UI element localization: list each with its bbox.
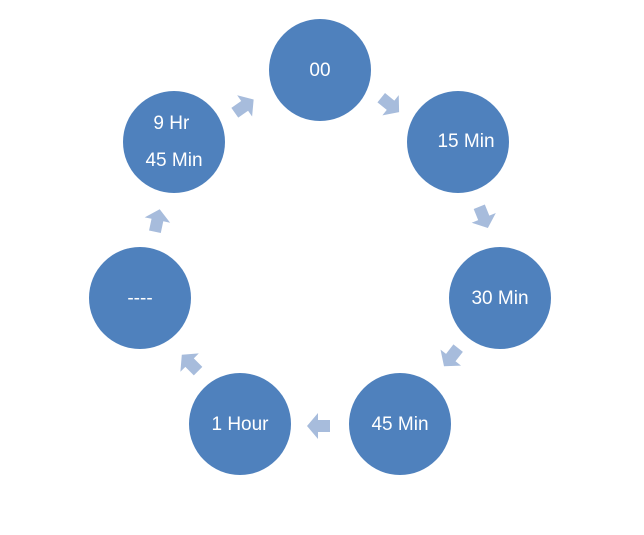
arrows-layer	[144, 93, 496, 439]
cycle-node-label: 45 Min	[371, 414, 428, 435]
cycle-node-45-min: 45 Min	[349, 373, 451, 475]
cycle-node-label: 1 Hour	[211, 414, 269, 435]
arrow-node-6-to-node-0	[231, 95, 254, 118]
cycle-node-label: 00	[309, 60, 330, 81]
cycle-node-00: 00	[269, 19, 371, 121]
arrow-node-4-to-node-5	[180, 353, 203, 376]
cycle-node-1-hour: 1 Hour	[189, 373, 291, 475]
cycle-node-label-line: 15 Min	[437, 131, 494, 152]
cycle-node-label: 9 Hr 45 Min	[145, 113, 202, 171]
nodes-layer: 00 15 Min 30 Min 45 Min 1 Hour	[89, 19, 551, 475]
cycle-node-label-line: 00	[309, 60, 330, 81]
cycle-node-15-min: 15 Min	[407, 91, 509, 193]
arrow-node-3-to-node-4	[307, 413, 330, 439]
cycle-node-label-line: 30 Min	[471, 288, 528, 309]
cycle-node-label-line: 45 Min	[145, 150, 202, 171]
cycle-node-label-line: 1 Hour	[211, 414, 269, 435]
arrow-node-5-to-node-6	[144, 209, 171, 234]
cycle-node-9-hr-45-min: 9 Hr 45 Min	[123, 91, 225, 193]
cycle-node-label-line: 9 Hr	[153, 113, 190, 134]
cycle-node-label: ----	[127, 288, 152, 309]
cycle-node-label: 30 Min	[471, 288, 528, 309]
cycle-node-label: 15 Min	[437, 131, 494, 152]
cycle-node-blank: ----	[89, 247, 191, 349]
cycle-node-label-line: ----	[127, 288, 152, 309]
arrow-node-1-to-node-2	[471, 204, 496, 229]
cycle-node-label-line: 45 Min	[371, 414, 428, 435]
cycle-node-30-min: 30 Min	[449, 247, 551, 349]
arrow-node-0-to-node-1	[377, 93, 400, 116]
arrow-node-2-to-node-3	[440, 344, 463, 367]
